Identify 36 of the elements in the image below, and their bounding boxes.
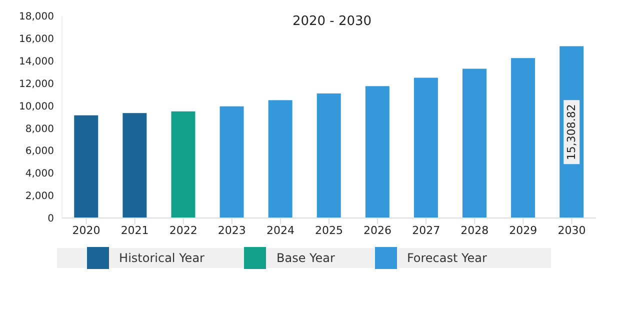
y-tick-label: 0 <box>48 214 54 225</box>
x-tick-label: 2024 <box>266 224 294 237</box>
y-tick-label: 16,000 <box>19 34 54 45</box>
x-tick-label: 2027 <box>412 224 440 237</box>
legend-label: Historical Year <box>119 251 204 265</box>
x-tick-label: 2029 <box>509 224 538 237</box>
x-tick-label: 2023 <box>218 224 246 237</box>
x-tick-label: 2030 <box>558 224 586 237</box>
x-tick-label: 2022 <box>169 224 198 237</box>
x-tick-label: 2026 <box>364 224 392 237</box>
bar <box>74 115 98 218</box>
bar <box>462 68 486 218</box>
bar <box>414 78 438 218</box>
y-tick-label: 2,000 <box>25 191 54 202</box>
legend-label: Forecast Year <box>406 251 487 265</box>
y-tick-label: 18,000 <box>19 12 54 23</box>
bar <box>316 93 341 218</box>
x-tick-label: 2025 <box>315 224 343 237</box>
bar <box>268 100 292 218</box>
y-tick-label: 10,000 <box>19 101 54 112</box>
bar <box>171 111 196 218</box>
bar <box>365 86 390 218</box>
chart-title: 2020 - 2030 <box>292 14 372 29</box>
bar <box>511 58 536 218</box>
bar <box>220 106 244 218</box>
y-tick-label: 8,000 <box>25 124 54 135</box>
x-tick-label: 2028 <box>460 224 489 237</box>
legend-label: Base Year <box>276 251 335 265</box>
x-tick-label: 2021 <box>120 224 149 237</box>
y-tick-label: 12,000 <box>19 78 54 90</box>
data-label: 15,308.82 <box>565 104 578 160</box>
bar <box>122 113 147 218</box>
x-tick-label: 2020 <box>72 224 100 237</box>
y-tick-label: 4,000 <box>25 168 54 180</box>
y-tick-label: 6,000 <box>25 146 54 158</box>
y-tick-label: 14,000 <box>19 56 54 68</box>
